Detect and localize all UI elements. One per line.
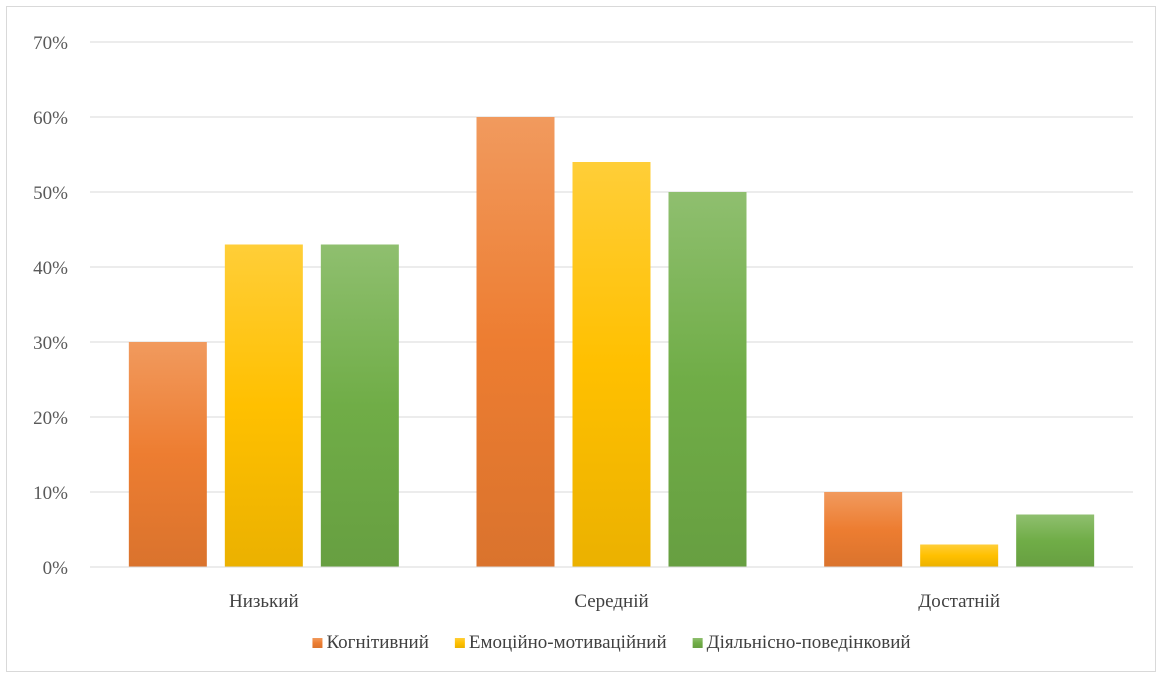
x-axis: Низький Середній Достатній xyxy=(90,566,1133,612)
legend-item: Діяльнісно-поведінковий xyxy=(692,632,911,653)
y-tick-label: 50% xyxy=(33,183,68,204)
bar-1-3 xyxy=(824,492,903,567)
legend-swatch xyxy=(454,638,465,648)
legend-item: Емоційно-мотиваційний xyxy=(454,632,667,653)
legend-swatch xyxy=(692,638,703,648)
legend-swatch xyxy=(312,638,323,648)
bar-2-2 xyxy=(572,162,651,567)
y-tick-label: 40% xyxy=(33,258,68,279)
y-axis: 0% 10% 20% 30% 40% 50% 60% 70% xyxy=(33,33,68,579)
legend-label: Когнітивний xyxy=(326,632,428,653)
legend-item: Когнітивний xyxy=(312,632,429,653)
legend: Когнітивний Емоційно-мотиваційний Діяльніс… xyxy=(312,632,911,653)
bar-1-1 xyxy=(128,342,207,567)
bar-3-3 xyxy=(1016,514,1095,567)
x-category-label: Достатній xyxy=(918,591,1000,612)
bars xyxy=(128,117,1095,567)
x-category-label: Середній xyxy=(574,591,648,612)
bar-2-3 xyxy=(920,544,999,567)
y-tick-label: 0% xyxy=(43,558,69,579)
legend-label: Емоційно-мотиваційний xyxy=(469,632,667,653)
bar-3-2 xyxy=(668,192,747,567)
y-tick-label: 70% xyxy=(33,33,68,54)
y-tick-label: 30% xyxy=(33,333,68,354)
y-tick-label: 20% xyxy=(33,408,68,429)
x-category-label: Низький xyxy=(229,591,299,612)
legend-label: Діяльнісно-поведінковий xyxy=(707,632,911,653)
bar-2-1 xyxy=(224,244,303,567)
bar-3-1 xyxy=(320,244,399,567)
bar-1-2 xyxy=(476,117,555,567)
y-tick-label: 60% xyxy=(33,108,68,129)
y-tick-label: 10% xyxy=(33,483,68,504)
